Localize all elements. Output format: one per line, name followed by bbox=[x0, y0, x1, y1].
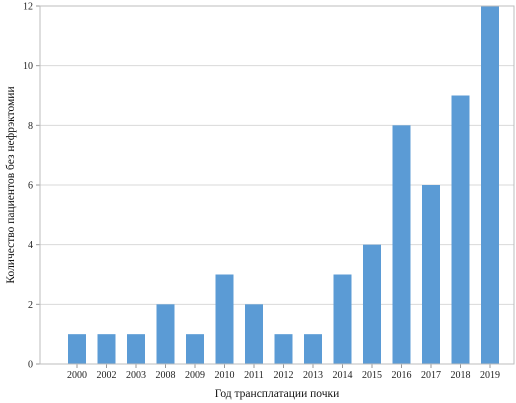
bar-2012 bbox=[274, 334, 293, 364]
x-axis-title: Год трансплатации почки bbox=[215, 388, 340, 400]
y-tick-label: 8 bbox=[28, 121, 33, 132]
y-tick-label: 4 bbox=[28, 240, 33, 251]
bars bbox=[68, 6, 499, 364]
x-tick-label: 2003 bbox=[126, 370, 146, 381]
x-tick-label: 2013 bbox=[303, 370, 323, 381]
y-tick-label: 6 bbox=[28, 181, 33, 192]
y-tick-labels: 0 2 4 6 8 10 12 bbox=[23, 2, 40, 371]
bar-2013 bbox=[304, 334, 322, 364]
y-tick-label: 10 bbox=[23, 61, 33, 72]
x-tick-label: 2009 bbox=[185, 370, 205, 381]
x-tick-label: 2000 bbox=[67, 370, 87, 381]
bar-2000 bbox=[68, 334, 86, 364]
y-tick-label: 2 bbox=[28, 300, 33, 311]
bar-2003 bbox=[127, 334, 145, 364]
bar-2016 bbox=[392, 125, 411, 364]
bar-2018 bbox=[451, 95, 470, 364]
grid-lines bbox=[40, 65, 514, 305]
bar-2002 bbox=[97, 334, 116, 364]
x-tick-label: 2011 bbox=[244, 370, 264, 381]
x-tick-label: 2010 bbox=[215, 370, 235, 381]
plot-frame bbox=[39, 5, 515, 365]
y-tick-label: 12 bbox=[23, 2, 33, 13]
y-axis-title: Количество пациентов без нефрэктомии bbox=[5, 86, 17, 283]
x-tick-labels: 2000 2002 2003 2008 2009 2010 2011 2012 2013 2014… bbox=[67, 364, 500, 381]
bar-2010 bbox=[215, 274, 234, 364]
x-tick-label: 2014 bbox=[333, 370, 353, 381]
bar-2019 bbox=[481, 6, 499, 364]
x-tick-label: 2017 bbox=[421, 370, 441, 381]
bar-2008 bbox=[156, 304, 175, 364]
x-tick-label: 2008 bbox=[156, 370, 176, 381]
x-tick-label: 2019 bbox=[480, 370, 500, 381]
bar-2009 bbox=[186, 334, 204, 364]
x-tick-label: 2012 bbox=[274, 370, 294, 381]
bar-2015 bbox=[363, 244, 381, 364]
bar-2014 bbox=[333, 274, 352, 364]
x-tick-label: 2018 bbox=[451, 370, 471, 381]
bar-2017 bbox=[422, 185, 440, 364]
bar-2011 bbox=[245, 304, 263, 364]
x-tick-label: 2015 bbox=[362, 370, 382, 381]
y-tick-label: 0 bbox=[28, 360, 33, 371]
x-tick-label: 2016 bbox=[392, 370, 412, 381]
x-tick-label: 2002 bbox=[97, 370, 117, 381]
